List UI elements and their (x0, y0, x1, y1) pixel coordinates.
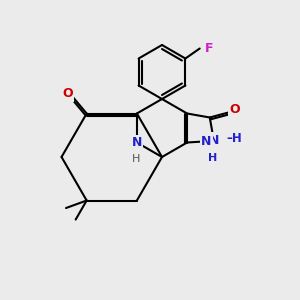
Text: N: N (132, 136, 142, 149)
Text: H: H (132, 154, 140, 164)
Text: O: O (230, 103, 240, 116)
Text: F: F (205, 42, 213, 55)
Text: –H: –H (227, 132, 242, 145)
Text: H: H (208, 153, 218, 163)
Text: N: N (201, 135, 212, 148)
Text: N: N (208, 134, 219, 147)
Text: O: O (62, 87, 73, 100)
